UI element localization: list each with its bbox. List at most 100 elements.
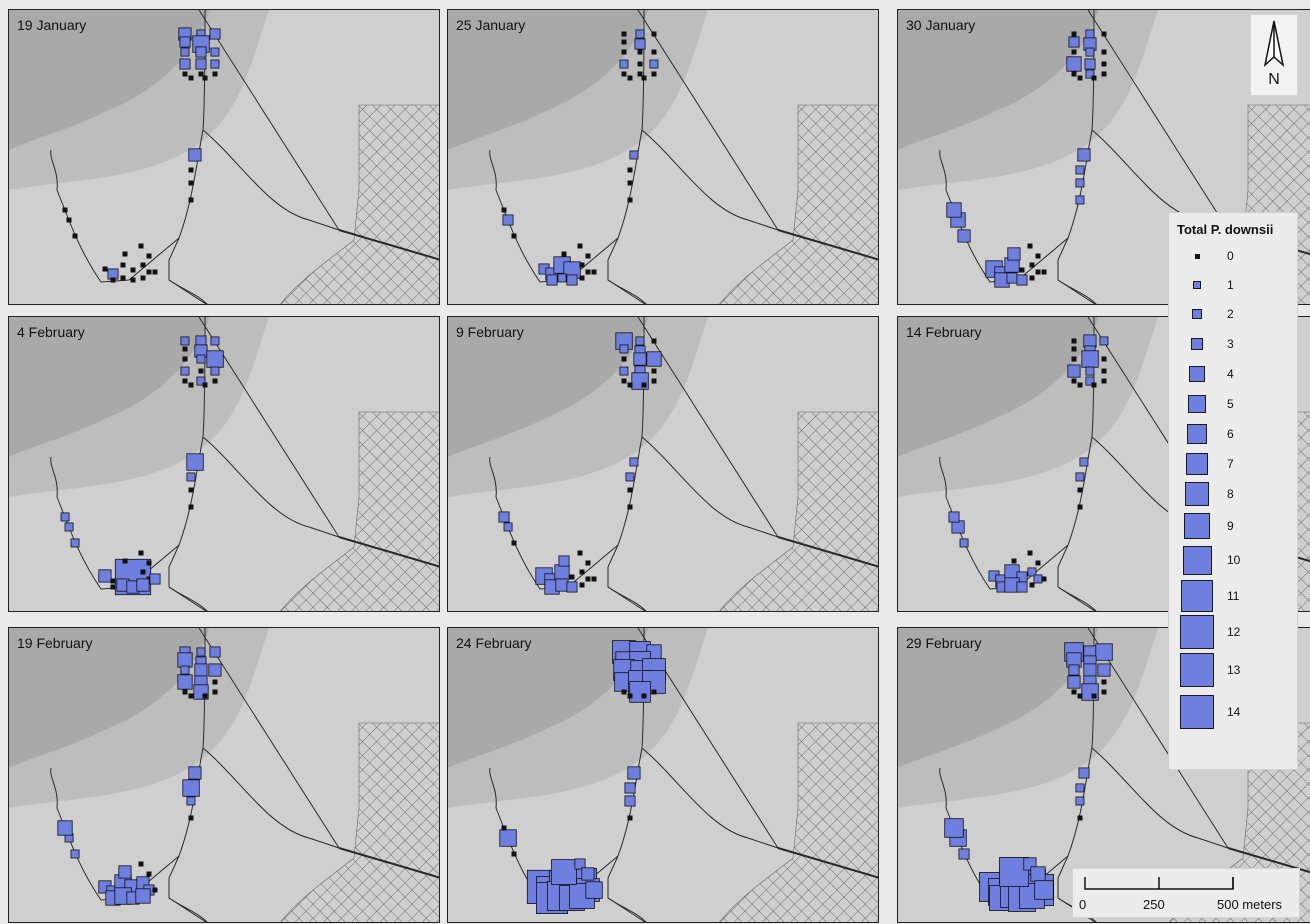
map-panel: 19 February [8, 627, 440, 923]
site-marker [1068, 36, 1080, 48]
site-marker [1101, 689, 1107, 695]
site-marker [1034, 880, 1054, 900]
site-marker [1095, 643, 1113, 661]
north-label: N [1268, 71, 1280, 88]
site-marker [1101, 378, 1107, 384]
site-marker [958, 848, 970, 860]
legend-symbol [1180, 695, 1214, 729]
site-marker [1099, 336, 1109, 346]
site-marker [196, 376, 206, 386]
terrain-dark [9, 10, 209, 150]
site-marker [140, 569, 146, 575]
site-marker [651, 689, 657, 695]
site-marker [646, 351, 662, 367]
legend-symbol [1192, 280, 1202, 290]
site-marker [188, 148, 202, 162]
site-marker [579, 582, 585, 588]
site-marker [188, 197, 194, 203]
panel-date-label: 19 February [17, 635, 93, 651]
site-marker [188, 504, 194, 510]
site-marker [182, 356, 188, 362]
site-marker [946, 202, 962, 218]
map-panel: 25 January [447, 9, 879, 305]
site-marker [1097, 663, 1111, 677]
site-marker [210, 47, 220, 57]
site-marker [627, 75, 633, 81]
site-marker [210, 59, 220, 69]
site-marker [579, 275, 585, 281]
legend-row: 3 [1169, 329, 1299, 359]
site-marker [118, 865, 132, 879]
site-marker [627, 815, 633, 821]
site-marker [177, 652, 193, 668]
site-marker [585, 269, 591, 275]
site-marker [182, 378, 188, 384]
map-canvas [448, 317, 878, 611]
site-marker [511, 851, 517, 857]
terrain-dark [448, 317, 648, 457]
site-marker [1006, 272, 1018, 284]
site-marker [70, 538, 80, 548]
site-marker [569, 574, 575, 580]
site-marker [651, 338, 657, 344]
legend-label: 5 [1227, 397, 1234, 411]
site-marker [146, 269, 152, 275]
site-marker [1071, 346, 1077, 352]
site-marker [1077, 487, 1083, 493]
legend-label: 13 [1227, 663, 1241, 677]
site-marker [585, 253, 591, 259]
site-marker [120, 275, 126, 281]
site-marker [511, 233, 517, 239]
site-marker [555, 578, 569, 592]
site-marker [210, 336, 220, 346]
terrain-dark [898, 317, 1098, 457]
site-marker [1085, 366, 1095, 376]
site-marker [619, 366, 629, 376]
site-marker [1071, 338, 1077, 344]
site-marker [177, 674, 193, 690]
panel-date-label: 9 February [456, 324, 524, 340]
site-marker [635, 29, 645, 39]
site-marker [1078, 767, 1090, 779]
site-marker [502, 214, 514, 226]
map-canvas [448, 628, 878, 922]
site-marker [1041, 576, 1047, 582]
site-marker [1085, 47, 1095, 57]
site-marker [1077, 148, 1091, 162]
site-marker [501, 825, 507, 831]
site-marker [212, 689, 218, 695]
legend-label: 3 [1227, 337, 1234, 351]
site-marker [195, 46, 207, 58]
site-marker [1085, 376, 1095, 386]
site-marker [558, 555, 570, 567]
site-marker [72, 233, 78, 239]
protected-area [280, 104, 439, 304]
site-marker [1083, 334, 1097, 348]
site-marker [621, 49, 627, 55]
site-marker [1101, 71, 1107, 77]
legend-label: 2 [1227, 307, 1234, 321]
site-marker [577, 550, 583, 556]
site-marker [194, 663, 208, 677]
site-marker [561, 251, 567, 257]
site-marker [188, 167, 194, 173]
legend-label: 6 [1227, 427, 1234, 441]
site-marker [621, 689, 627, 695]
site-marker [1029, 262, 1035, 268]
legend-row: 1 [1169, 270, 1299, 300]
site-marker [1075, 165, 1085, 175]
site-marker [1068, 664, 1080, 676]
site-marker [581, 867, 595, 881]
map-canvas [9, 628, 439, 922]
site-marker [122, 251, 128, 257]
site-marker [591, 576, 597, 582]
site-marker [196, 354, 206, 364]
site-marker [188, 180, 194, 186]
site-marker [1084, 58, 1096, 70]
legend-row: 12 [1169, 615, 1299, 649]
protected-area [719, 722, 878, 922]
site-marker [627, 382, 633, 388]
site-marker [503, 522, 513, 532]
legend-label: 0 [1227, 249, 1234, 263]
site-marker [186, 796, 196, 806]
